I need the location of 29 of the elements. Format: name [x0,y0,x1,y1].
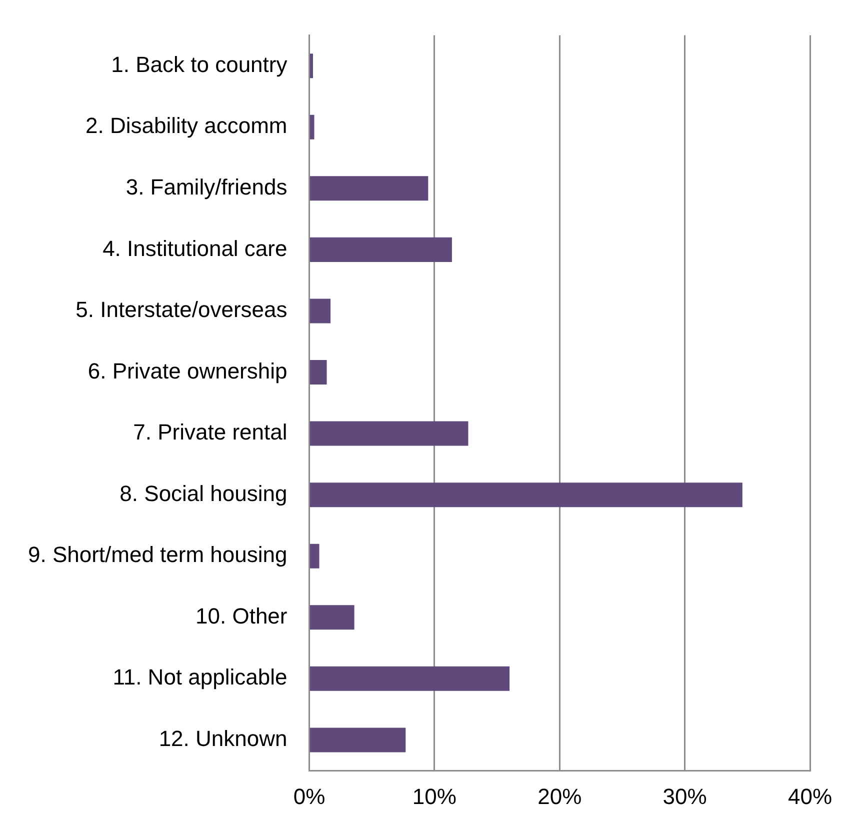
y-tick-label: 11. Not applicable [112,664,288,690]
bar [310,605,354,630]
bar [310,421,468,446]
bar [310,482,742,508]
y-tick-label: 7. Private rental [133,420,288,445]
y-tick-label: 10. Other [196,603,288,628]
y-tick-label: 4. Institutional care [102,236,288,261]
y-tick-label: 6. Private ownership [88,358,288,384]
bar [310,114,314,140]
bar [310,360,327,385]
y-tick-label: 1. Back to country [111,52,288,77]
y-tick-label: 3. Family/friends [126,174,288,200]
bar [310,666,510,691]
y-tick-label: 9. Short/med term housing [28,542,288,568]
bar [310,298,331,324]
x-tick-label: 40% [788,784,832,809]
y-tick-label: 5. Interstate/overseas [76,297,288,322]
x-tick-label: 20% [538,784,582,809]
x-tick-label: 0% [293,784,326,809]
y-tick-label: 8. Social housing [120,480,288,506]
bar [310,728,406,752]
bar [310,54,313,78]
y-tick-label: 2. Disability accomm [86,113,288,138]
bar [310,237,452,262]
y-tick-label: 12. Unknown [158,726,288,752]
bar [310,176,428,201]
x-tick-label: 10% [412,784,456,809]
bar [310,544,320,568]
x-tick-label: 30% [662,784,707,809]
